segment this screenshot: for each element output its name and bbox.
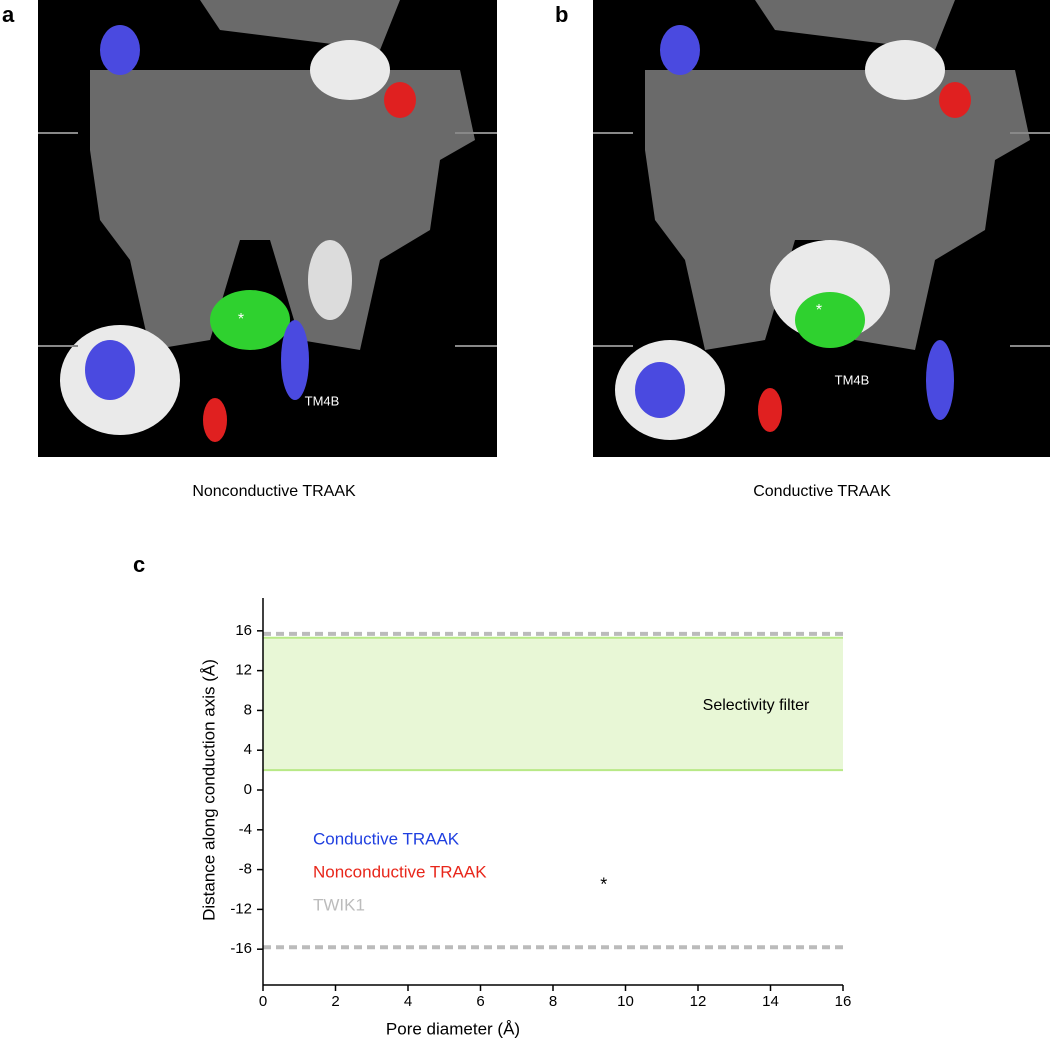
y-axis-title: Distance along conduction axis (Å) (199, 659, 218, 921)
y-tick-label: 4 (244, 741, 252, 758)
y-tick-label: 8 (244, 701, 252, 718)
y-tick-label: -16 (230, 940, 252, 957)
panel-label: a (2, 2, 15, 27)
y-tick-label: 16 (235, 622, 252, 639)
x-tick-label: 12 (690, 993, 707, 1010)
shaded-region (263, 637, 843, 771)
panel-label: c (133, 552, 145, 577)
x-axis-title: Pore diameter (Å) (386, 1019, 520, 1038)
panel-b-image (593, 0, 1050, 457)
panel-a-image (38, 0, 497, 457)
annotation: TM4B (835, 372, 870, 387)
x-tick-label: 6 (476, 993, 484, 1010)
legend-entry: TWIK1 (313, 895, 365, 914)
legend-entry: Conductive TRAAK (313, 829, 460, 848)
panel-caption: Conductive TRAAK (753, 483, 891, 500)
panel-caption: Nonconductive TRAAK (192, 483, 356, 500)
x-tick-label: 14 (762, 993, 779, 1010)
x-tick-label: 0 (259, 993, 267, 1010)
legend-entry: Nonconductive TRAAK (313, 862, 487, 881)
y-tick-label: -8 (239, 861, 252, 878)
x-tick-label: 2 (331, 993, 339, 1010)
marker: * (238, 311, 244, 328)
panel-label: b (555, 2, 568, 27)
x-tick-label: 10 (617, 993, 634, 1010)
marker: * (816, 302, 822, 319)
y-tick-label: -12 (230, 900, 252, 917)
y-tick-label: 12 (235, 662, 252, 679)
y-tick-label: -4 (239, 821, 252, 838)
region-label: Selectivity filter (703, 697, 810, 714)
y-tick-label: 0 (244, 781, 252, 798)
x-tick-label: 16 (835, 993, 852, 1010)
x-tick-label: 8 (549, 993, 557, 1010)
annotation: TM4B (305, 393, 340, 408)
annotation: * (600, 874, 607, 894)
x-tick-label: 4 (404, 993, 412, 1010)
